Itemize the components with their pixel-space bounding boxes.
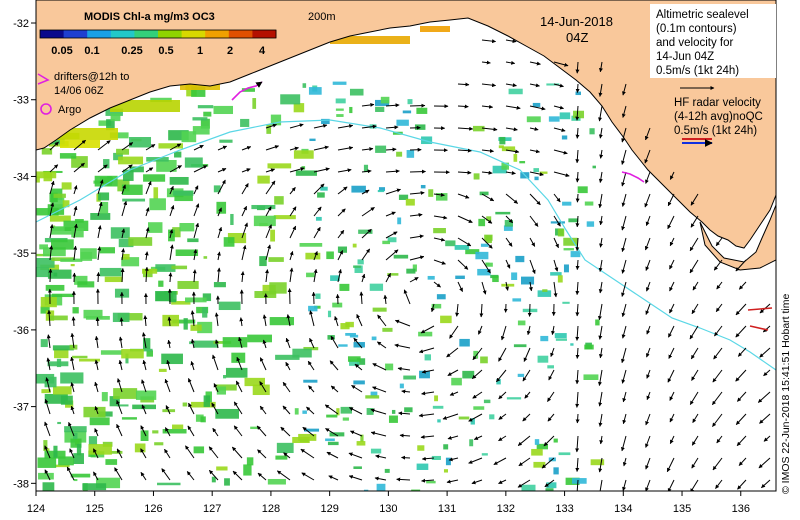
argo-icon (40, 103, 52, 115)
colorbar-swatch (228, 30, 253, 38)
x-tick-label: 126 (144, 503, 162, 515)
drifter-legend-line1: drifters@12h to (54, 71, 129, 83)
x-tick-label: 124 (27, 503, 45, 515)
y-tick-label: -33 (13, 95, 29, 107)
colorbar-tick-label: 2 (227, 45, 233, 57)
plot-border (35, 0, 777, 492)
y-tick-label: -34 (13, 171, 29, 183)
y-tick-label: -37 (13, 402, 29, 414)
colorbar-swatch (87, 30, 112, 38)
hf-legend-line1: HF radar velocity (674, 97, 761, 109)
colorbar-swatch (158, 30, 183, 38)
x-tick-label: 133 (555, 503, 573, 515)
drifter-track (231, 81, 263, 101)
altimetry-legend-line4: 14-Jun 04Z (656, 51, 714, 63)
x-tick-label: 127 (203, 503, 221, 515)
colorbar-tick-label: 0.25 (121, 45, 142, 57)
hf-legend-line3: 0.5m/s (1kt 24h) (674, 125, 757, 137)
x-axis: 124 125 126 127 128 129 130 131 132 133 134 135 136 (27, 491, 750, 515)
x-tick-label: 134 (614, 503, 632, 515)
x-tick-label: 131 (438, 503, 456, 515)
y-tick-label: -32 (13, 18, 29, 30)
colorbar-swatch (63, 30, 88, 38)
colorbar: MODIS Chl-a mg/m3 OC3 0.05 0.1 0.25 0.5 1 2 4 (39, 11, 277, 57)
drifter-legend-line2: 14/06 06Z (54, 85, 104, 97)
colorbar-swatch (181, 30, 206, 38)
velocity-arrows (44, 39, 771, 491)
chlorophyll-layer (36, 26, 605, 491)
altimetry-legend-line1: Altimetric sealevel (656, 9, 749, 21)
hf-radar-legend: HF radar velocity (4-12h avg)noQC 0.5m/s… (674, 97, 763, 147)
x-tick-label: 125 (86, 503, 104, 515)
colorbar-swatch (110, 30, 135, 38)
gulf-land (699, 204, 776, 271)
drifter-tracks (231, 81, 645, 183)
colorbar-tick-label: 0.05 (51, 45, 72, 57)
y-tick-label: -36 (13, 325, 29, 337)
argo-legend-label: Argo (58, 104, 81, 116)
drifter-legend: drifters@12h to 14/06 06Z Argo (37, 71, 129, 116)
colorbar-tick-label: 0.5 (158, 45, 173, 57)
colorbar-swatch (134, 30, 159, 38)
hf-radar-arrows (747, 307, 773, 331)
colorbar-tick-label: 0.1 (84, 45, 99, 57)
y-tick-label: -35 (13, 248, 29, 260)
y-axis: -32 -33 -34 -35 -36 -37 -38 (13, 18, 36, 490)
colorbar-swatch (205, 30, 230, 38)
x-tick-label: 135 (673, 503, 691, 515)
isobath-200m-line (36, 119, 776, 371)
drifter-track (621, 171, 645, 183)
drifter-legend-icon (37, 73, 50, 85)
x-tick-label: 136 (732, 503, 750, 515)
x-tick-label: 132 (497, 503, 515, 515)
altimetry-legend-line5: 0.5m/s (1kt 24h) (656, 65, 739, 77)
time-label: 04Z (566, 30, 588, 45)
colorbar-swatch (40, 30, 65, 38)
y-tick-label: -38 (13, 478, 29, 490)
altimetry-legend-line3: and velocity for (656, 37, 734, 49)
colorbar-swatch (252, 30, 277, 38)
colorbar-title: MODIS Chl-a mg/m3 OC3 (84, 11, 215, 23)
x-tick-label: 128 (262, 503, 280, 515)
altimetry-legend-line2: (0.1m contours) (656, 23, 737, 35)
altimetry-legend: Altimetric sealevel (0.1m contours) and … (650, 4, 776, 90)
colorbar-tick-label: 4 (259, 45, 266, 57)
x-tick-label: 129 (320, 503, 338, 515)
credit-label: © IMOS 22-Jun-2018 15:41:51 Hobart time (780, 293, 792, 494)
land-mass (36, 0, 776, 249)
hf-legend-line2: (4-12h avg)noQC (674, 111, 763, 123)
colorbar-tick-label: 1 (197, 45, 203, 57)
x-tick-label: 130 (379, 503, 397, 515)
isobath-label: 200m (308, 11, 336, 23)
date-label: 14-Jun-2018 (540, 14, 613, 29)
